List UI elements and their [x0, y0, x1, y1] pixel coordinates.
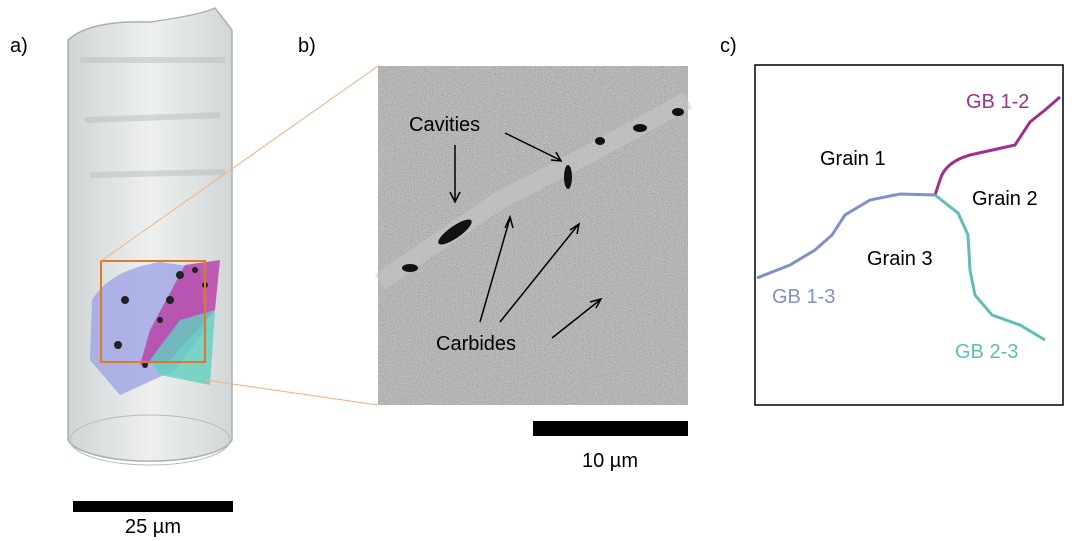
annotation: Carbides — [436, 333, 516, 355]
zoom-box — [100, 260, 206, 363]
arrows — [449, 132, 603, 339]
specimen-base — [69, 414, 231, 466]
scale-bar — [73, 501, 233, 512]
panel-a: a) 25 µm — [10, 7, 233, 538]
boundary-label: GB 1-2 — [966, 91, 1029, 113]
specimen-texture — [80, 57, 226, 178]
zoom-line — [100, 65, 379, 262]
boundary-1-3 — [756, 192, 936, 280]
cavity-marks — [402, 108, 684, 272]
cavities — [114, 267, 208, 368]
boundary-label: GB 1-3 — [772, 286, 835, 308]
diagram-frame — [754, 64, 1064, 406]
panel-c: c) Grain 1 Grain 2 Grain 3 GB 1-2 GB 1-3… — [720, 35, 1064, 406]
boundary-label: GB 2-3 — [955, 341, 1018, 363]
specimen — [67, 7, 233, 462]
panel-label: c) — [720, 35, 737, 57]
panel-label: b) — [298, 35, 316, 57]
scale-label: 10 µm — [582, 450, 638, 472]
grain-2 — [140, 260, 220, 365]
grain-label: Grain 1 — [820, 148, 886, 170]
grain-label: Grain 2 — [972, 188, 1038, 210]
annotation: Cavities — [409, 114, 480, 136]
panel-b: b) Cavities Carbides 10 µm — [298, 35, 693, 472]
panel-label: a) — [10, 35, 28, 57]
boundary-2-3 — [934, 193, 1046, 342]
grain-3 — [150, 310, 215, 385]
scale-bar — [533, 421, 688, 436]
boundary-1-2 — [933, 95, 1061, 196]
boundary-band — [374, 92, 693, 290]
grain-label: Grain 3 — [867, 248, 933, 270]
zoom-line — [204, 379, 379, 406]
scale-label: 25 µm — [125, 516, 181, 538]
